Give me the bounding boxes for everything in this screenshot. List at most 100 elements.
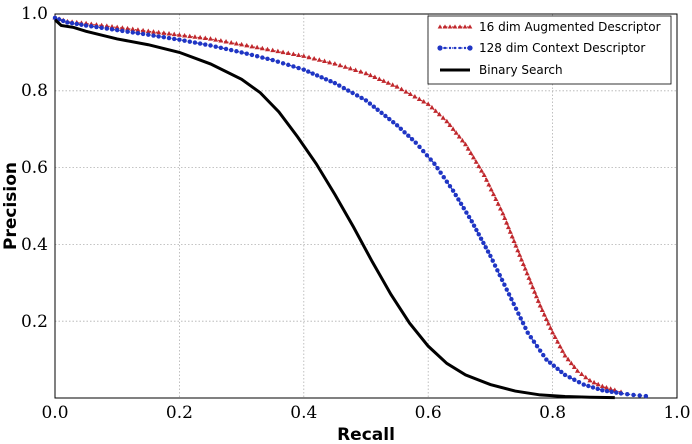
series-marker — [441, 175, 446, 180]
series-marker — [140, 27, 146, 33]
series-marker — [604, 388, 610, 394]
series-marker — [270, 57, 275, 63]
legend-marker — [447, 24, 453, 29]
series-marker — [322, 58, 328, 64]
series-marker — [346, 88, 351, 93]
series-marker — [341, 85, 346, 91]
series-marker — [367, 72, 373, 78]
series-marker — [543, 316, 549, 321]
series-marker — [229, 47, 234, 53]
series-marker — [541, 312, 547, 317]
series-marker — [461, 205, 466, 211]
series-marker — [562, 352, 568, 358]
series-marker — [483, 245, 488, 250]
series-marker — [94, 24, 99, 30]
x-tick-label: 0.0 — [41, 403, 68, 423]
series-marker — [332, 80, 338, 86]
series-marker — [56, 17, 62, 22]
series-marker — [379, 110, 384, 116]
series-marker — [450, 188, 456, 193]
series-marker — [109, 27, 115, 32]
series-marker — [244, 51, 249, 56]
series-marker — [239, 41, 245, 47]
series-marker — [192, 34, 198, 39]
series-marker — [469, 219, 474, 224]
series-marker — [403, 89, 409, 94]
series-marker — [485, 249, 491, 254]
series-marker — [456, 197, 461, 202]
series-marker — [99, 25, 104, 31]
x-tick-label: 0.6 — [415, 403, 442, 423]
series-marker — [296, 65, 301, 71]
x-axis-title: Recall — [337, 425, 395, 444]
y-axis-title: Precision — [1, 162, 21, 250]
series-marker — [541, 352, 546, 358]
series-marker — [314, 73, 320, 78]
series-marker — [192, 40, 198, 45]
series-marker — [497, 272, 502, 278]
series-marker — [270, 47, 276, 53]
series-marker — [311, 56, 317, 61]
series-marker — [552, 334, 558, 340]
series-marker — [587, 377, 593, 383]
series-marker — [637, 393, 642, 398]
series-marker — [507, 229, 513, 234]
series-marker — [625, 391, 630, 397]
series-marker — [505, 224, 511, 230]
series-marker — [609, 389, 614, 395]
series-marker — [385, 80, 391, 85]
series-marker — [213, 44, 218, 49]
series-layer — [52, 15, 649, 400]
series-marker — [500, 210, 506, 216]
series-marker — [244, 42, 250, 48]
series-marker — [436, 111, 442, 117]
series-marker — [394, 123, 400, 128]
legend-marker — [458, 46, 462, 50]
series-marker — [522, 266, 528, 271]
series-marker — [310, 71, 315, 76]
series-marker — [166, 35, 172, 41]
series-marker — [398, 126, 404, 132]
series-marker — [337, 62, 343, 68]
series-marker — [555, 339, 561, 344]
series-marker — [156, 34, 161, 39]
series-marker — [618, 391, 624, 396]
series-marker — [524, 270, 530, 276]
series-marker — [218, 38, 224, 43]
series-marker — [203, 42, 208, 47]
series-marker — [481, 172, 487, 177]
series-marker — [453, 130, 459, 135]
series-marker — [560, 348, 566, 353]
x-tick-label: 1.0 — [663, 403, 690, 423]
series-marker — [171, 31, 177, 37]
series-marker — [342, 64, 348, 69]
series-marker — [104, 26, 110, 31]
series-marker — [490, 191, 497, 197]
series-marker — [254, 54, 260, 59]
series-marker — [407, 91, 413, 97]
series-marker — [486, 182, 492, 187]
series-marker — [347, 65, 353, 71]
series-marker — [358, 69, 364, 74]
series-marker — [567, 375, 572, 380]
series-marker — [464, 210, 469, 215]
series-marker — [438, 170, 443, 175]
series-marker — [337, 83, 342, 88]
series-marker — [603, 384, 610, 390]
series-marker — [83, 23, 89, 28]
series-marker — [551, 363, 557, 368]
series-marker — [145, 28, 151, 33]
series-marker — [254, 44, 260, 50]
series-marker — [583, 374, 589, 380]
legend-label-augmented: 16 dim Augmented Descriptor — [479, 20, 661, 34]
series-marker — [207, 36, 214, 41]
series-marker — [550, 329, 556, 335]
series-marker — [172, 36, 177, 42]
series-marker — [223, 39, 229, 44]
tick-labels: 0.0 0.2 0.4 0.6 0.8 1.0 0.2 0.4 0.6 0.8 … — [21, 4, 691, 423]
series-marker — [259, 45, 265, 51]
series-marker — [421, 98, 427, 104]
series-marker — [531, 339, 537, 344]
series-marker — [516, 311, 521, 316]
